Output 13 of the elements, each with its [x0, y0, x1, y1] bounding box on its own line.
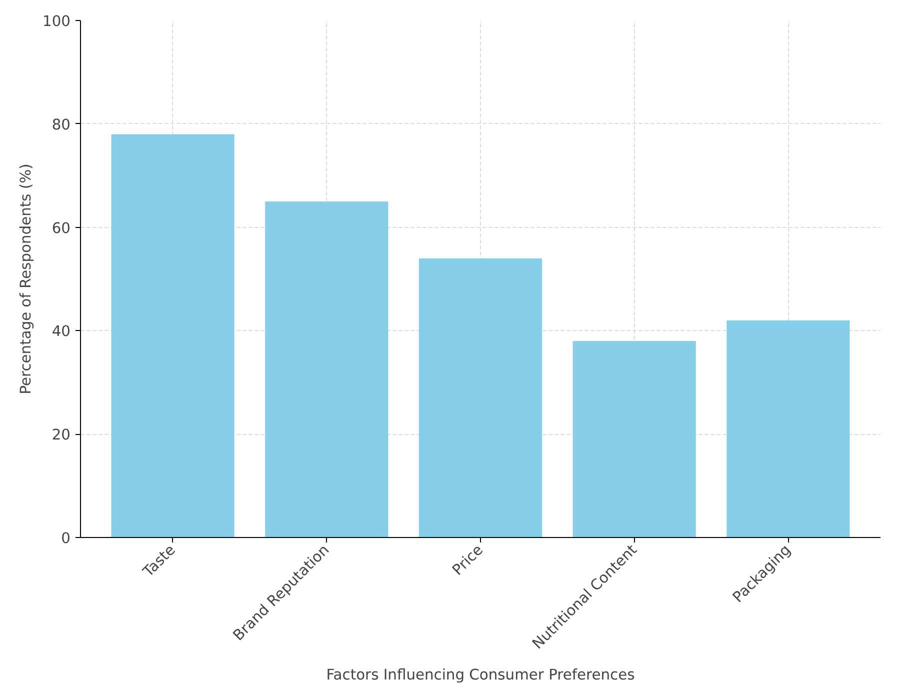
bar — [265, 201, 388, 538]
y-tick-label: 100 — [42, 13, 71, 30]
y-tick-label: 40 — [52, 323, 71, 340]
y-tick-label: 80 — [52, 116, 71, 134]
y-tick-label: 20 — [52, 426, 71, 444]
bar — [726, 320, 850, 538]
y-tick-label: 60 — [52, 220, 71, 237]
bar — [111, 134, 234, 538]
x-axis-title: Factors Influencing Consumer Preferences — [326, 666, 635, 684]
y-tick-label: 0 — [61, 530, 71, 547]
bar — [418, 258, 542, 538]
bar — [572, 341, 696, 538]
y-axis-title: Percentage of Respondents (%) — [18, 164, 35, 394]
